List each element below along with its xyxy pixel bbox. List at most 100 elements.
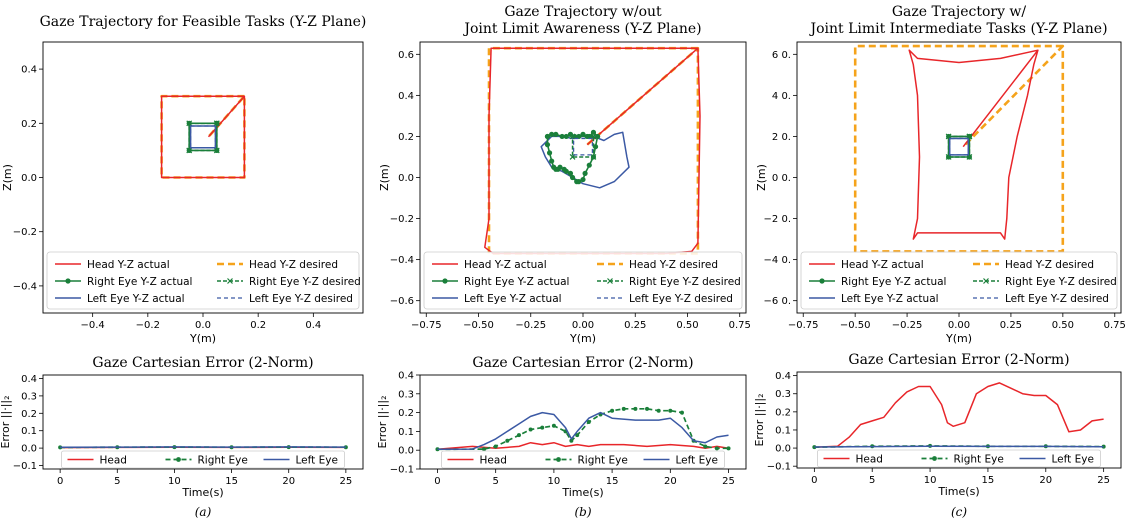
- x-tick-label: 0.50: [1052, 320, 1074, 331]
- legend-box: [817, 449, 1101, 468]
- point-marker: [586, 420, 591, 424]
- x-tick-label: 0.50: [676, 320, 698, 331]
- series-line-head: [814, 382, 1104, 448]
- chart-title: Gaze Trajectory for Feasible Tasks (Y-Z …: [40, 14, 367, 30]
- x-axis-label: Time(s): [937, 485, 979, 498]
- legend-label: Left Eye Y-Z desired: [249, 293, 353, 305]
- legend-marker: [819, 278, 825, 284]
- point-marker: [505, 438, 510, 443]
- point-marker: [551, 423, 556, 428]
- point-marker: [946, 133, 952, 140]
- point-marker: [703, 444, 708, 449]
- series-line-right: [437, 407, 729, 451]
- y-tick-label: −6 0.: [764, 296, 791, 307]
- y-tick-label: −0.6: [390, 296, 414, 307]
- point-marker: [516, 433, 521, 438]
- y-axis-label: Error ||·||₂: [0, 395, 12, 448]
- x-tick-label: −0.50: [840, 320, 871, 331]
- x-tick-label: 0.25: [624, 320, 646, 331]
- y-tick-label: −0.1: [13, 461, 37, 472]
- point-marker: [726, 446, 731, 451]
- series-line-left_actual: [948, 137, 970, 156]
- y-tick-label: −0.1: [390, 465, 414, 476]
- x-tick-label: 5: [492, 476, 498, 487]
- legend-label: Left Eye: [676, 454, 718, 466]
- series-group: [160, 94, 246, 179]
- y-tick-label: −0.4: [390, 255, 414, 266]
- panel-caption: (b): [574, 505, 591, 519]
- point-marker: [563, 133, 569, 140]
- series-line-head_actual: [160, 95, 246, 179]
- y-tick-label: 0.6: [398, 50, 414, 61]
- x-tick-label: 15: [225, 476, 238, 487]
- legend-label: Right Eye Y-Z desired: [629, 276, 741, 288]
- point-marker: [553, 131, 559, 137]
- legend-label: Head Y-Z actual: [87, 259, 170, 271]
- legend-label: Right Eye Y-Z desired: [249, 276, 361, 288]
- x-tick-label: 15: [606, 476, 619, 487]
- x-tick-label: −0.4: [81, 320, 105, 331]
- x-tick-label: 25: [1097, 475, 1110, 486]
- y-tick-label: 0 0.: [772, 173, 791, 184]
- point-marker: [214, 147, 220, 153]
- plot-frame: [796, 371, 1122, 469]
- x-tick-label: 0.0: [195, 320, 211, 331]
- legend-label: Left Eye: [296, 454, 338, 466]
- y-axis-label: Z(m): [378, 164, 391, 191]
- legend-label: Head Y-Z actual: [464, 259, 547, 271]
- y-tick-label: −0.2: [13, 227, 37, 238]
- x-tick-label: 0.4: [305, 320, 321, 331]
- y-tick-label: 0.3: [21, 391, 37, 402]
- chart-title: Joint Limit Awareness (Y-Z Plane): [462, 21, 701, 37]
- y-axis-label: Error ||·||₂: [753, 393, 766, 446]
- legend-label: Head: [480, 454, 507, 466]
- legend-label: Right Eye: [954, 453, 1004, 465]
- point-marker: [656, 408, 661, 413]
- x-axis-label: Y(m): [569, 332, 596, 345]
- chart-title: Joint Limit Intermediate Tasks (Y-Z Plan…: [808, 21, 1107, 37]
- legend-label: Right Eye Y-Z actual: [87, 276, 192, 288]
- point-marker: [557, 164, 563, 170]
- y-tick-label: 0.3: [775, 389, 791, 400]
- legend-label: Head Y-Z desired: [1005, 259, 1094, 271]
- x-tick-label: 10: [168, 476, 181, 487]
- series-line-head_actual: [908, 49, 1039, 240]
- y-tick-label: 0.1: [21, 426, 37, 437]
- x-tick-label: −0.75: [788, 320, 819, 331]
- legend-box: [800, 251, 1118, 310]
- x-tick-label: 25: [339, 476, 352, 487]
- point-marker: [569, 438, 574, 443]
- y-tick-label: −0.2: [390, 214, 414, 225]
- legend-label: Head Y-Z desired: [249, 259, 338, 271]
- x-tick-label: −0.50: [463, 320, 494, 331]
- chart-a-top: Gaze Trajectory for Feasible Tasks (Y-Z …: [1, 14, 366, 345]
- x-tick-label: −0.2: [136, 320, 160, 331]
- point-marker: [435, 447, 440, 452]
- chart-title: Gaze Trajectory w/out: [504, 4, 662, 20]
- series-line-right_desired: [188, 122, 218, 152]
- point-marker: [528, 427, 533, 432]
- plot-frame: [419, 374, 747, 470]
- point-marker: [546, 150, 553, 156]
- chart-title: Gaze Cartesian Error (2-Norm): [92, 355, 313, 371]
- series-line-left: [437, 411, 729, 451]
- point-marker: [186, 147, 192, 153]
- legend-label: Head Y-Z actual: [841, 259, 924, 271]
- point-marker: [214, 120, 220, 126]
- series-line-left_desired: [572, 137, 594, 156]
- point-marker: [595, 133, 601, 140]
- point-marker: [645, 406, 650, 411]
- x-axis-label: Y(m): [945, 332, 972, 345]
- x-tick-label: 0: [57, 476, 63, 487]
- legend-label: Head Y-Z desired: [629, 259, 718, 271]
- x-tick-label: 5: [114, 476, 120, 487]
- x-axis-label: Time(s): [181, 486, 223, 499]
- legend-label: Right Eye Y-Z desired: [1005, 276, 1117, 288]
- legend-label: Left Eye: [1052, 453, 1094, 465]
- chart-a-bottom: Gaze Cartesian Error (2-Norm) 0 5 10 15 20 25 −…: [0, 355, 364, 519]
- point-marker: [575, 433, 580, 438]
- point-marker: [186, 120, 192, 126]
- point-marker: [482, 447, 487, 452]
- panel-caption: (c): [951, 505, 967, 519]
- y-axis-label: Z(m): [755, 164, 768, 191]
